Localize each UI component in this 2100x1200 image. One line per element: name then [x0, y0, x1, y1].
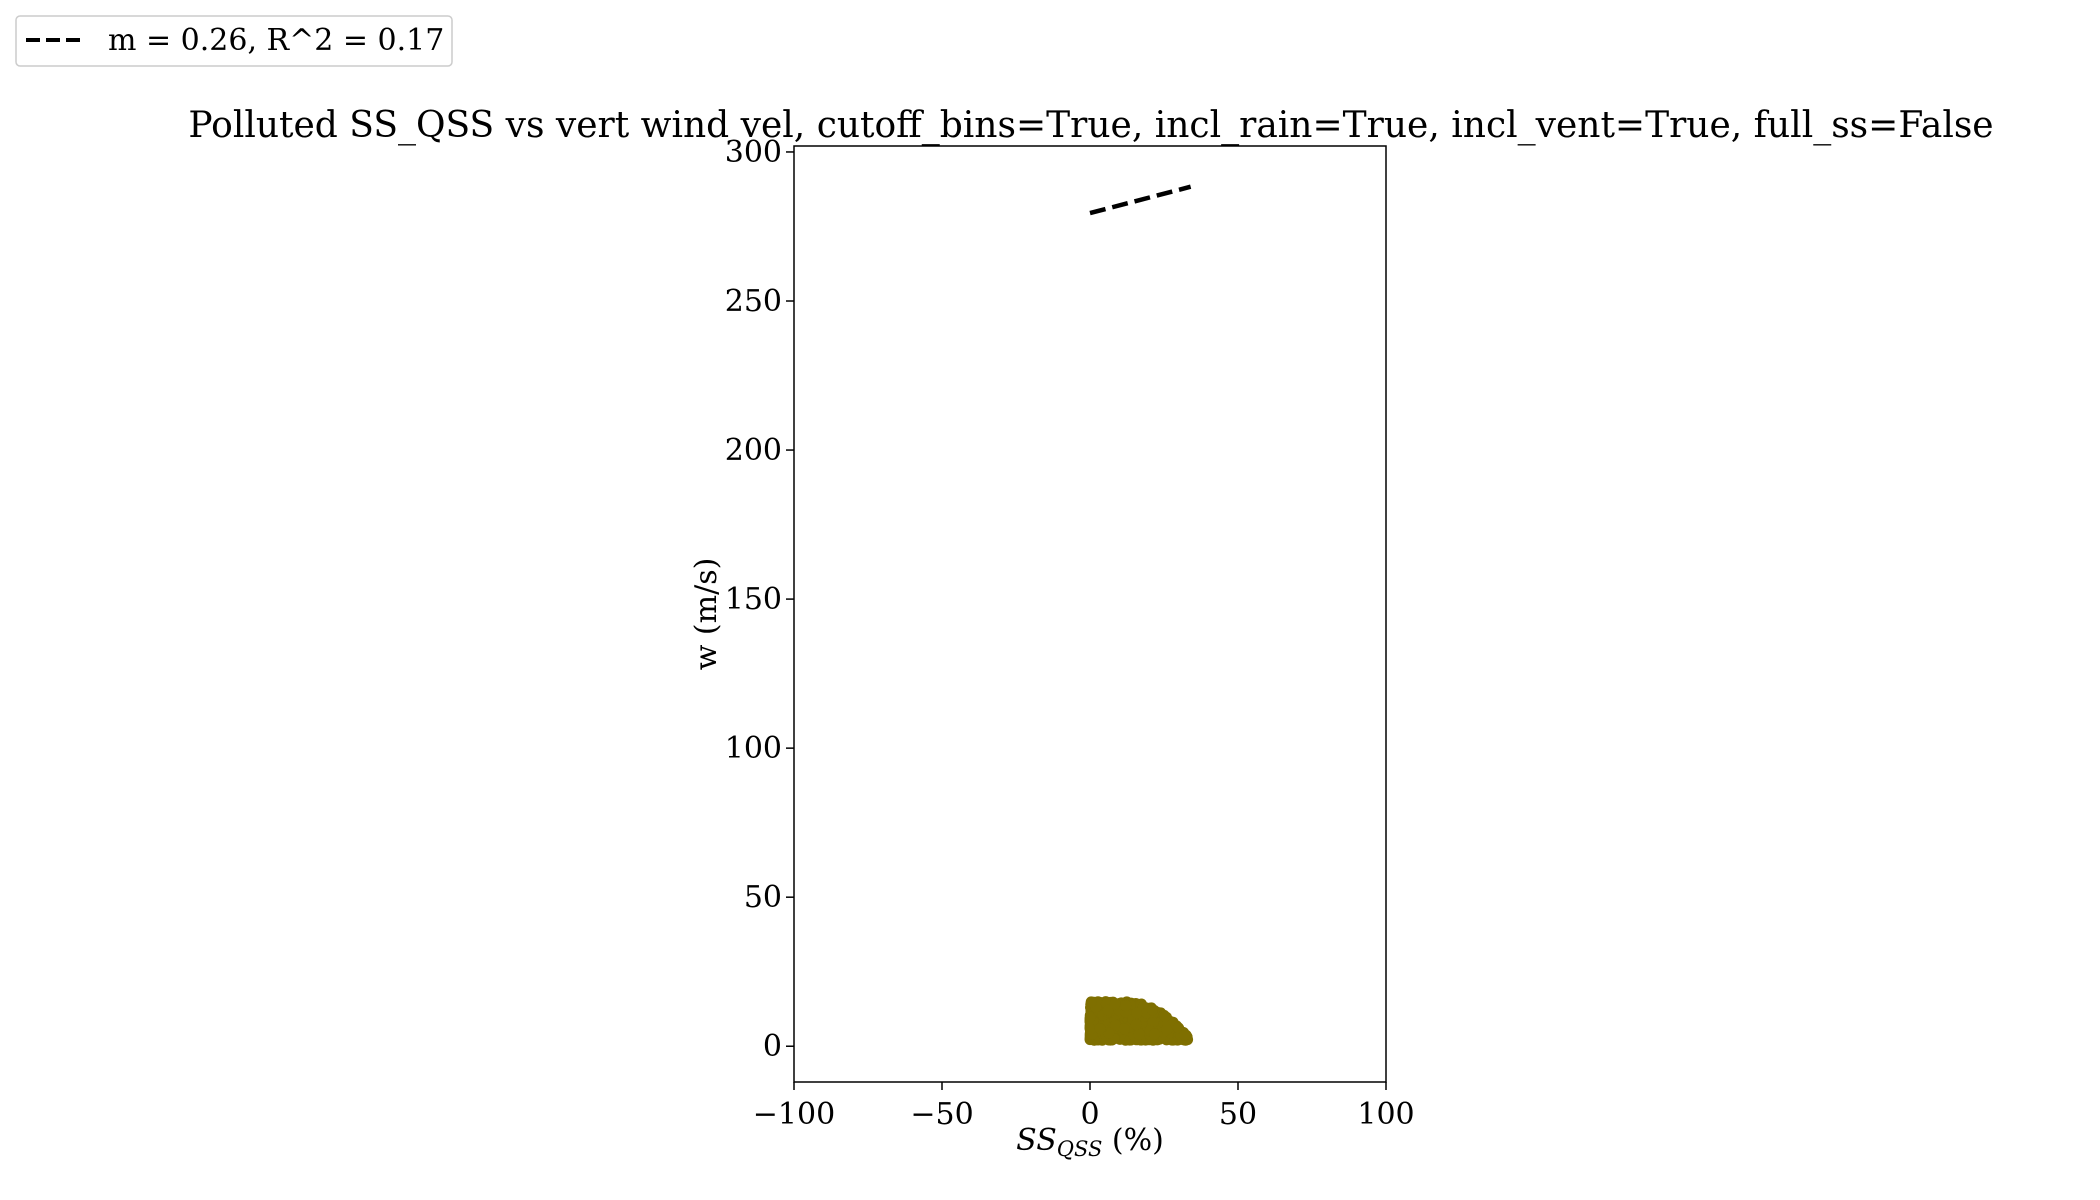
- x-axis-label-base: SS: [1016, 1123, 1057, 1158]
- fit-line-group: [1089, 184, 1192, 216]
- axes-frame: [793, 145, 1387, 1083]
- scatter-point: [1084, 1023, 1096, 1035]
- x-tick-label: 0: [1080, 1097, 1099, 1132]
- y-axis: 0 50 100 150 200 250 300: [725, 135, 794, 1064]
- y-tick-label: 0: [763, 1029, 782, 1064]
- scatter-point: [1133, 1028, 1145, 1040]
- scatter-point: [1084, 1011, 1096, 1023]
- chart-title: Polluted SS_QSS vs vert wind vel, cutoff…: [188, 105, 1993, 146]
- scatter-point: [1179, 1029, 1191, 1041]
- x-axis-label-sub: QSS: [1057, 1137, 1103, 1161]
- x-tick-label: 50: [1219, 1097, 1257, 1132]
- x-axis-label-unit: (%): [1102, 1123, 1163, 1158]
- y-tick-label: 150: [725, 582, 782, 617]
- y-tick-label: 100: [725, 731, 782, 766]
- scatter-point: [1120, 1000, 1132, 1012]
- y-tick-label: 300: [725, 135, 782, 170]
- y-axis-label: w (m/s): [689, 558, 724, 671]
- scatter-point: [1109, 998, 1121, 1010]
- scatter-point: [1146, 1004, 1158, 1016]
- legend-label: m = 0.26, R^2 = 0.17: [108, 23, 444, 58]
- scatter-point: [1118, 1023, 1130, 1035]
- scatter-point: [1161, 1024, 1173, 1036]
- x-tick-label: 100: [1357, 1097, 1414, 1132]
- scatter-point: [1147, 1017, 1159, 1029]
- scatter-point: [1149, 1028, 1161, 1040]
- y-tick-label: 250: [725, 284, 782, 319]
- scatter-points: [1084, 996, 1194, 1046]
- scatter-point: [1085, 996, 1097, 1008]
- x-axis: −100 −50 0 50 100: [753, 1082, 1415, 1132]
- x-tick-label: −100: [753, 1097, 835, 1132]
- y-tick-label: 200: [725, 433, 782, 468]
- scatter-point: [1130, 1019, 1142, 1031]
- legend-box: [15, 15, 453, 67]
- scatter-point: [1131, 1007, 1143, 1019]
- scatter-point: [1109, 1020, 1121, 1032]
- scatter-point: [1159, 1011, 1171, 1023]
- scatter-point: [1094, 1023, 1106, 1035]
- fit-line: [1089, 184, 1192, 216]
- x-tick-label: −50: [910, 1097, 973, 1132]
- y-tick-label: 50: [744, 880, 782, 915]
- plot-area: −100 −50 0 50 100 0 50 100 150 200 250 300: [725, 135, 1415, 1132]
- x-axis-label: SSQSS (%): [1016, 1123, 1164, 1161]
- legend: m = 0.26, R^2 = 0.17: [15, 15, 453, 67]
- scatter-point: [1172, 1022, 1184, 1034]
